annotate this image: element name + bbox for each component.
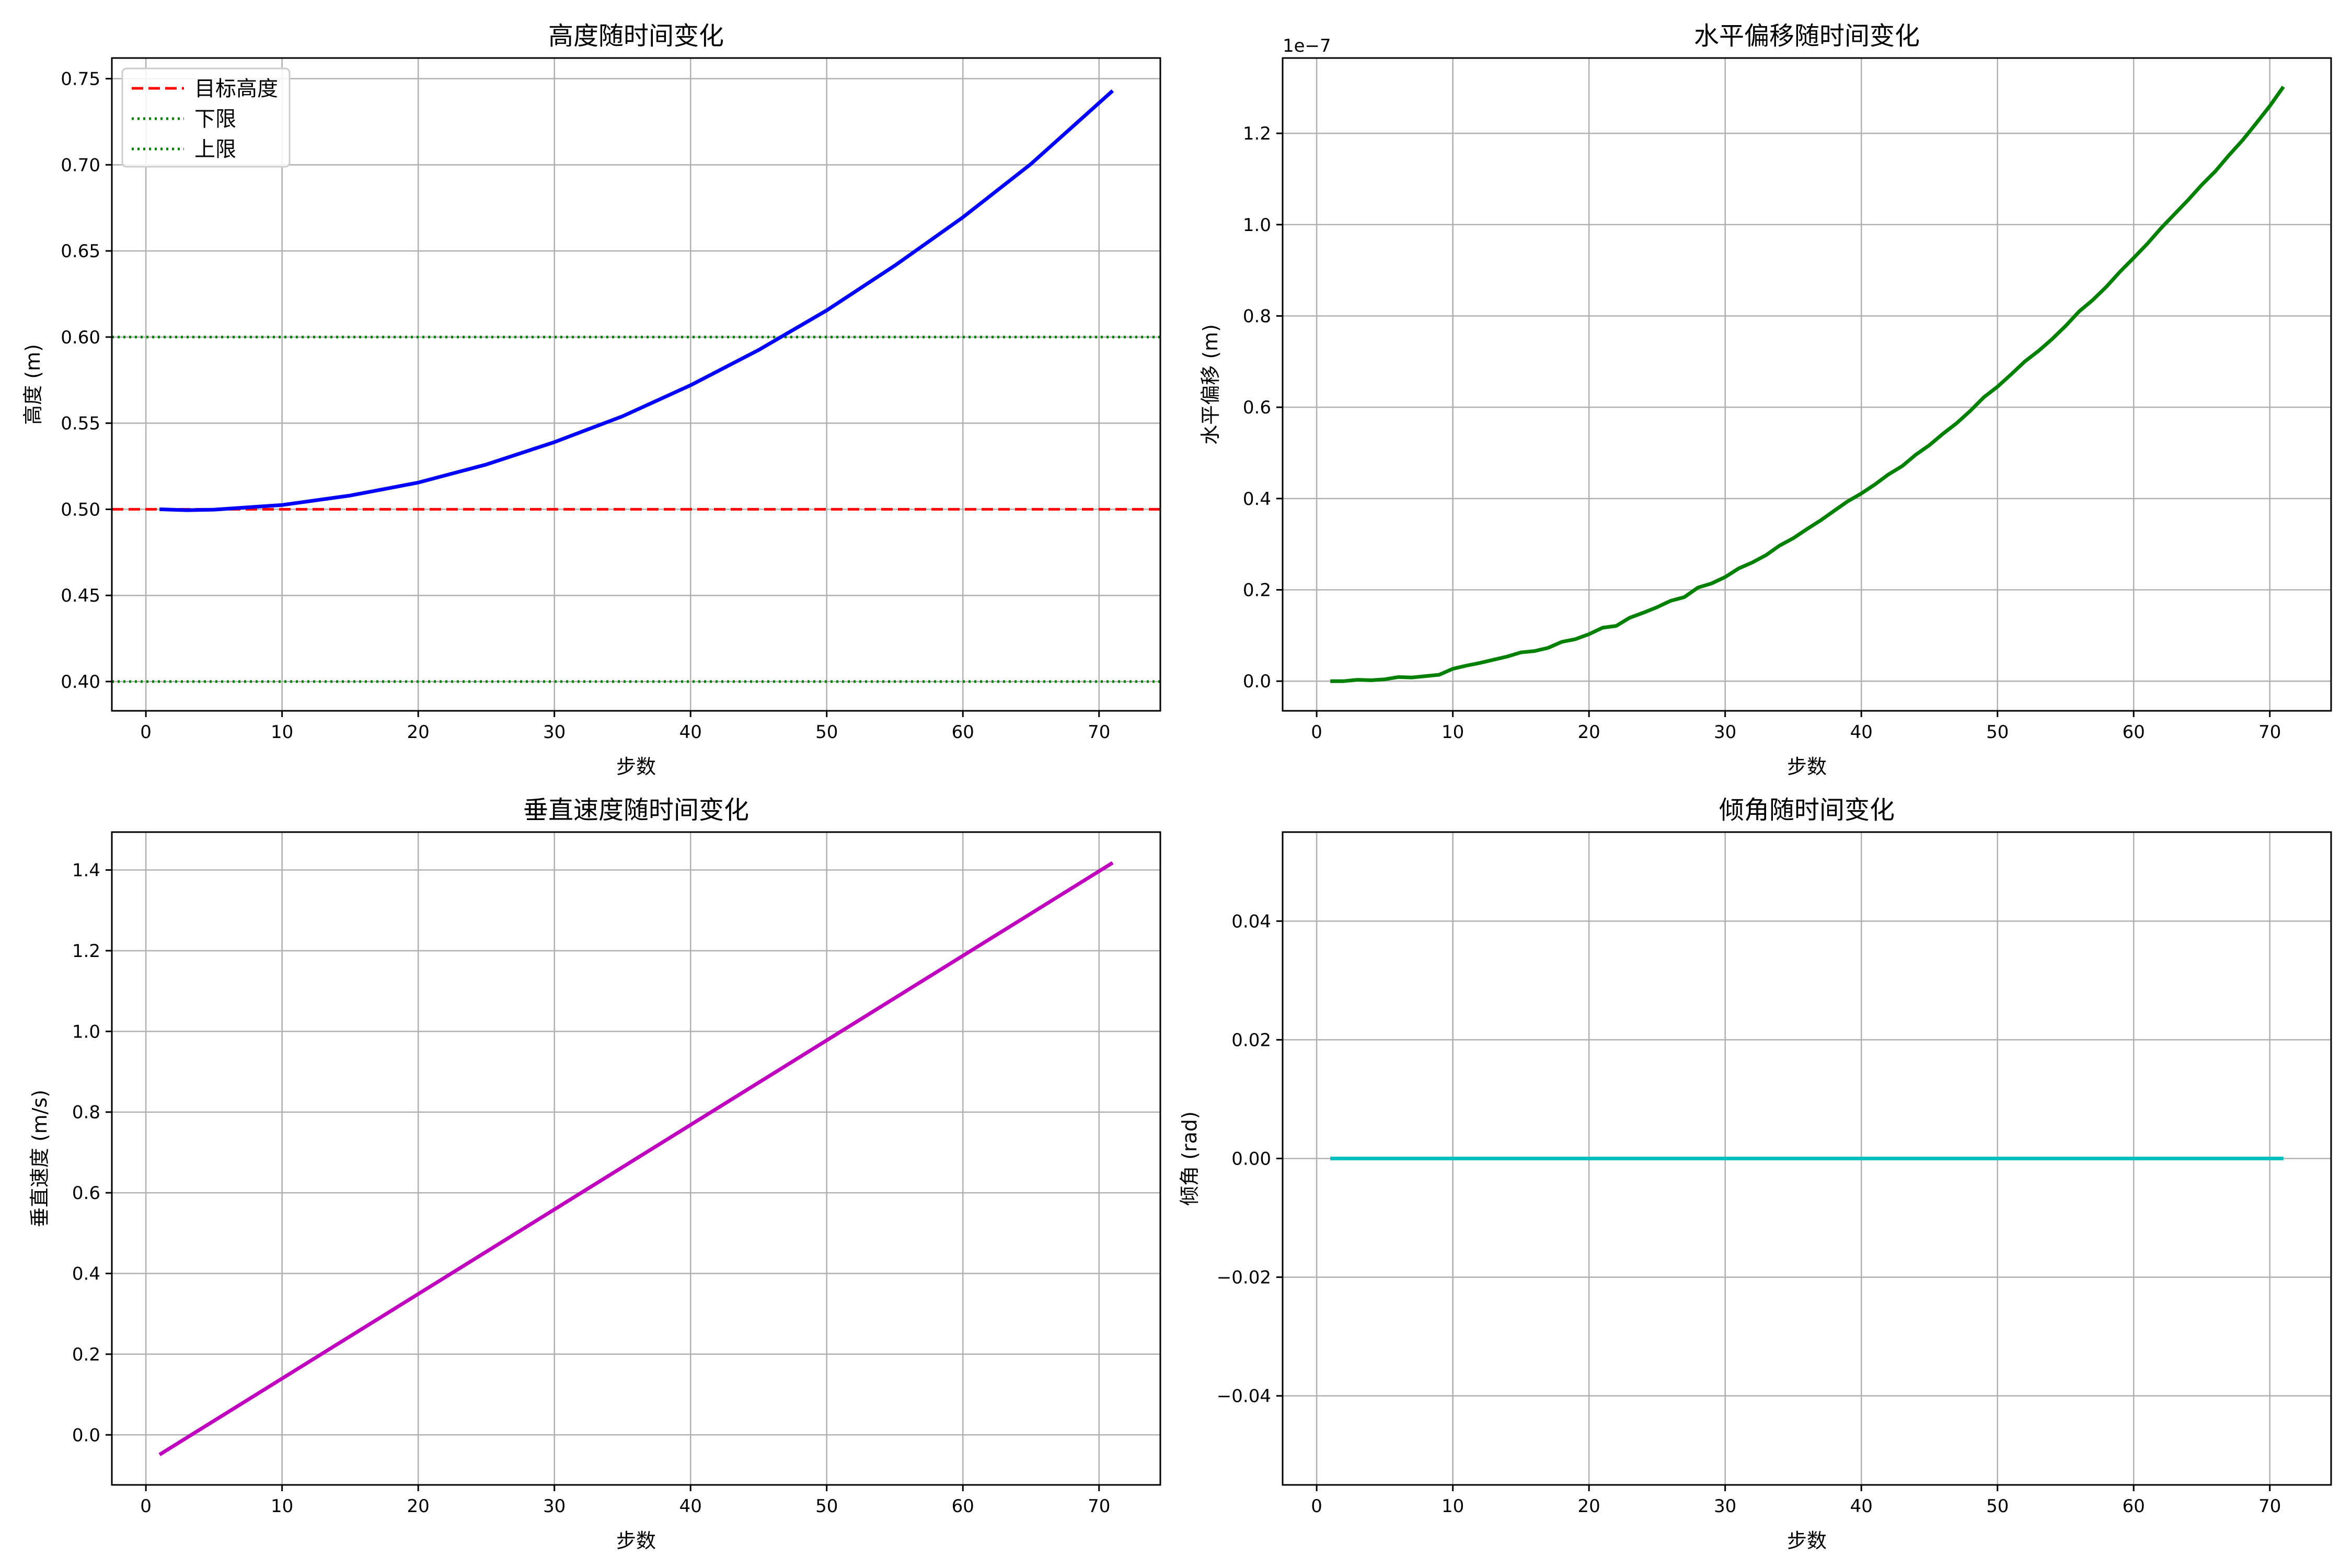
y-tick-label: 0.8 xyxy=(1243,306,1271,327)
y-tick-label: 0.50 xyxy=(61,499,100,520)
x-tick-label: 30 xyxy=(543,722,566,743)
x-tick-label: 0 xyxy=(140,722,152,743)
y-tick-label: 0.2 xyxy=(1243,580,1271,601)
x-tick-label: 60 xyxy=(952,722,974,743)
y-tick-label: 0.70 xyxy=(61,155,100,176)
y-tick-label: 0.55 xyxy=(61,413,100,434)
subplot-height: 0 10 20 30 40 50 60 70 0.40 0.45 0.50 0.55 0.60 0.65 0… xyxy=(21,21,1161,778)
x-axis-label: 步数 xyxy=(1787,1529,1827,1552)
legend-entry-0: 目标高度 xyxy=(194,77,278,101)
y-tick-label: 1.2 xyxy=(72,941,100,962)
grid-lines xyxy=(112,832,1160,1485)
y-tick-label: 1.2 xyxy=(1243,123,1271,144)
x-tick-label: 10 xyxy=(1442,722,1464,743)
grid-lines xyxy=(1283,58,2331,711)
x-tick-label: 70 xyxy=(2258,722,2281,743)
chart-title: 倾角随时间变化 xyxy=(1719,795,1895,825)
y-axis-label: 水平偏移 (m) xyxy=(1199,324,1222,445)
x-tick-label: 40 xyxy=(1850,722,1873,743)
x-tick-label: 20 xyxy=(1578,722,1600,743)
x-tick-label: 10 xyxy=(271,722,293,743)
x-tick-label: 20 xyxy=(407,722,430,743)
y-tick-label: −0.04 xyxy=(1217,1386,1271,1407)
x-tick-label: 70 xyxy=(2258,1496,2281,1517)
x-tick-label: 40 xyxy=(679,722,702,743)
plot-area xyxy=(112,89,1160,683)
x-tick-label: 30 xyxy=(1714,1496,1736,1517)
x-axis-label: 步数 xyxy=(616,755,656,778)
y-tick-label: −0.02 xyxy=(1217,1267,1271,1288)
series-line-0 xyxy=(159,89,1114,512)
axis-offset-text: 1e−7 xyxy=(1283,36,1331,56)
axes-frame xyxy=(111,831,1161,1486)
y-tick-label: 0.6 xyxy=(1243,397,1271,418)
y-tick-label: 1.4 xyxy=(72,860,100,881)
y-axis-label: 垂直速度 (m/s) xyxy=(28,1090,51,1227)
axes-frame xyxy=(111,57,1161,712)
x-tick-label: 40 xyxy=(679,1496,702,1517)
chart-title: 水平偏移随时间变化 xyxy=(1694,21,1920,51)
x-tick-label: 60 xyxy=(2123,1496,2145,1517)
subplot-velocity: 0 10 20 30 40 50 60 70 0.0 0.2 0.4 0.6 0.8 1.0 1.2 1.4 垂… xyxy=(28,795,1161,1552)
x-axis-label: 步数 xyxy=(1787,755,1827,778)
y-tick-label: 0.60 xyxy=(61,327,100,348)
y-tick-label: 0.65 xyxy=(61,241,100,262)
x-tick-label: 20 xyxy=(1578,1496,1600,1517)
chart-title: 垂直速度随时间变化 xyxy=(523,795,749,825)
y-axis-label: 高度 (m) xyxy=(21,344,44,425)
y-tick-label: 0.4 xyxy=(72,1264,100,1285)
y-tick-label: 0.4 xyxy=(1243,489,1271,510)
y-tick-label: 1.0 xyxy=(1243,215,1271,236)
subplot-tilt: 0 10 20 30 40 50 60 70 −0.04 −0.02 0.00 0.02 0.04 倾角随… xyxy=(1178,795,2332,1552)
x-tick-label: 60 xyxy=(952,1496,974,1517)
x-axis-label: 步数 xyxy=(616,1529,656,1552)
x-tick-label: 0 xyxy=(1311,1496,1322,1517)
plot-area xyxy=(158,861,1114,1457)
x-tick-label: 10 xyxy=(1442,1496,1464,1517)
x-tick-label: 30 xyxy=(1714,722,1736,743)
x-tick-label: 50 xyxy=(815,722,838,743)
y-tick-label: 0.04 xyxy=(1231,911,1271,932)
x-tick-label: 40 xyxy=(1850,1496,1873,1517)
x-tick-label: 60 xyxy=(2123,722,2145,743)
axes-frame xyxy=(1282,57,2332,712)
x-tick-label: 20 xyxy=(407,1496,430,1517)
y-tick-label: 1.0 xyxy=(72,1021,100,1042)
y-tick-label: 0.6 xyxy=(72,1183,100,1204)
legend-entry-2: 上限 xyxy=(194,137,236,162)
y-tick-label: 0.40 xyxy=(61,672,100,693)
y-tick-label: 0.00 xyxy=(1231,1149,1271,1170)
y-tick-label: 0.45 xyxy=(61,585,100,606)
x-tick-label: 50 xyxy=(1986,722,2009,743)
plot-area xyxy=(1330,85,2285,683)
x-tick-label: 30 xyxy=(543,1496,566,1517)
x-tick-label: 70 xyxy=(1088,722,1110,743)
x-tick-label: 10 xyxy=(271,1496,293,1517)
x-tick-label: 50 xyxy=(1986,1496,2009,1517)
series-line-0 xyxy=(158,861,1114,1457)
x-tick-label: 70 xyxy=(1088,1496,1110,1517)
y-tick-label: 0.0 xyxy=(72,1425,100,1446)
y-tick-label: 0.8 xyxy=(72,1102,100,1123)
x-tick-label: 50 xyxy=(815,1496,838,1517)
y-tick-label: 0.0 xyxy=(1243,671,1271,692)
subplot-offset: 0 10 20 30 40 50 60 70 0.0 0.2 0.4 0.6 0.8 1.0 1.2 水平偏移… xyxy=(1199,21,2332,778)
series-line-0 xyxy=(1330,85,2285,683)
x-tick-label: 0 xyxy=(140,1496,152,1517)
y-tick-label: 0.02 xyxy=(1231,1030,1271,1051)
chart-title: 高度随时间变化 xyxy=(548,21,724,51)
legend-box xyxy=(121,67,291,168)
y-tick-label: 0.75 xyxy=(61,69,100,90)
y-tick-label: 0.2 xyxy=(72,1344,100,1365)
y-axis-label: 倾角 (rad) xyxy=(1178,1111,1201,1206)
x-tick-label: 0 xyxy=(1311,722,1322,743)
legend-entry-1: 下限 xyxy=(194,107,236,131)
